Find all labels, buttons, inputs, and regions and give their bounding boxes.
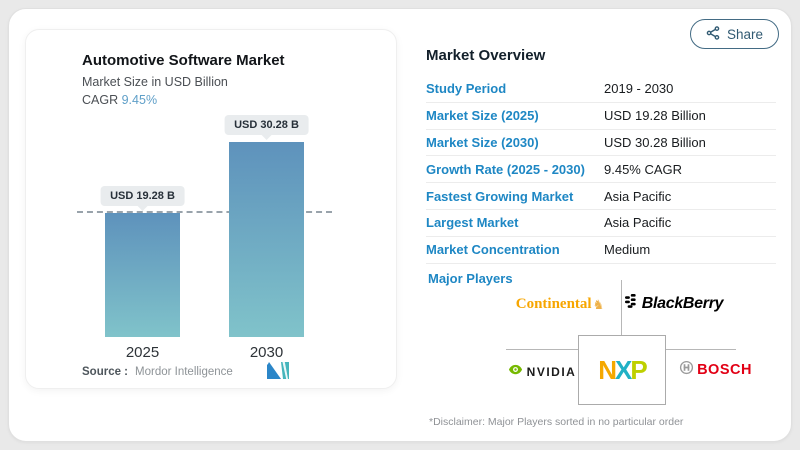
row-label: Market Size (2030) [426, 134, 539, 150]
table-row: Fastest Growing Market Asia Pacific [426, 183, 776, 210]
row-label: Market Concentration [426, 242, 560, 258]
row-value: USD 30.28 Billion [604, 134, 706, 150]
report-card: Automotive Software Market Market Size i… [8, 8, 792, 442]
source-row: Source : Mordor Intelligence [82, 362, 289, 382]
cagr-value: 9.45% [121, 93, 158, 107]
row-value: USD 19.28 Billion [604, 108, 706, 124]
row-value: 2019 - 2030 [604, 81, 674, 97]
table-row: Market Size (2030) USD 30.28 Billion [426, 130, 776, 157]
row-label: Largest Market [426, 215, 519, 231]
axis-label-2025: 2025 [125, 344, 160, 361]
bosch-logo: BOSCH [668, 360, 763, 380]
major-players-label: Major Players [428, 271, 513, 286]
bosch-armature-icon [679, 360, 694, 380]
row-label: Fastest Growing Market [426, 188, 574, 204]
share-button[interactable]: Share [689, 19, 779, 49]
chart-cagr: CAGR 9.45% [82, 93, 157, 107]
blackberry-logo: BlackBerry [622, 294, 726, 313]
bar-value-label-2030: USD 30.28 B [224, 115, 309, 135]
table-row: Study Period 2019 - 2030 [426, 76, 776, 103]
nvidia-eye-icon [508, 362, 523, 382]
chart-subtitle: Market Size in USD Billion [82, 75, 228, 89]
continental-horse-icon: ♞ [592, 296, 605, 312]
continental-logo: Continental ♞ [504, 296, 616, 313]
bar-chart: USD 19.28 B 2025 USD 30.28 B 2030 [50, 115, 374, 361]
continental-wordmark: Continental [515, 296, 592, 312]
bar-value-label-2025: USD 19.28 B [100, 186, 185, 206]
table-row: Market Size (2025) USD 19.28 Billion [426, 103, 776, 130]
chart-title: Automotive Software Market [82, 52, 285, 69]
nxp-logo-box: NXP [578, 335, 666, 405]
bosch-wordmark: BOSCH [697, 362, 752, 378]
source-value: Mordor Intelligence [135, 366, 233, 378]
blackberry-wordmark: BlackBerry [641, 294, 724, 312]
reference-dashed-line [77, 211, 332, 213]
row-value: Medium [604, 242, 651, 258]
row-label: Study Period [426, 81, 507, 97]
nvidia-logo: NVIDIA [498, 362, 586, 382]
overview-table: Study Period 2019 - 2030 Market Size (20… [426, 76, 776, 264]
bar-2030: USD 30.28 B 2030 [224, 115, 309, 361]
bar-2025: USD 19.28 B 2025 [100, 186, 185, 361]
row-value: Asia Pacific [604, 188, 672, 204]
table-row: Growth Rate (2025 - 2030) 9.45% CAGR [426, 156, 776, 184]
row-label: Growth Rate (2025 - 2030) [426, 161, 585, 177]
table-row: Largest Market Asia Pacific [426, 210, 776, 237]
divider-vertical [621, 280, 622, 336]
share-button-label: Share [726, 26, 763, 42]
nxp-wordmark: NXP [598, 354, 648, 385]
row-label: Market Size (2025) [426, 108, 539, 124]
blackberry-dots-icon [624, 294, 639, 313]
row-value: Asia Pacific [604, 215, 672, 231]
row-value: 9.45% CAGR [604, 161, 683, 177]
mordor-intelligence-logo-icon [266, 362, 289, 382]
table-row: Market Concentration Medium [426, 237, 776, 264]
nvidia-wordmark: NVIDIA [526, 365, 577, 379]
cagr-label: CAGR [82, 93, 119, 107]
source-label: Source : [82, 366, 129, 378]
disclaimer-text: *Disclaimer: Major Players sorted in no … [429, 416, 684, 428]
share-icon [706, 25, 720, 43]
axis-label-2030: 2030 [249, 344, 284, 361]
chart-panel: Automotive Software Market Market Size i… [25, 29, 397, 389]
major-players-diagram: Continental ♞ BlackBerry NXP [498, 280, 774, 412]
page-title: Market Overview [426, 47, 546, 64]
